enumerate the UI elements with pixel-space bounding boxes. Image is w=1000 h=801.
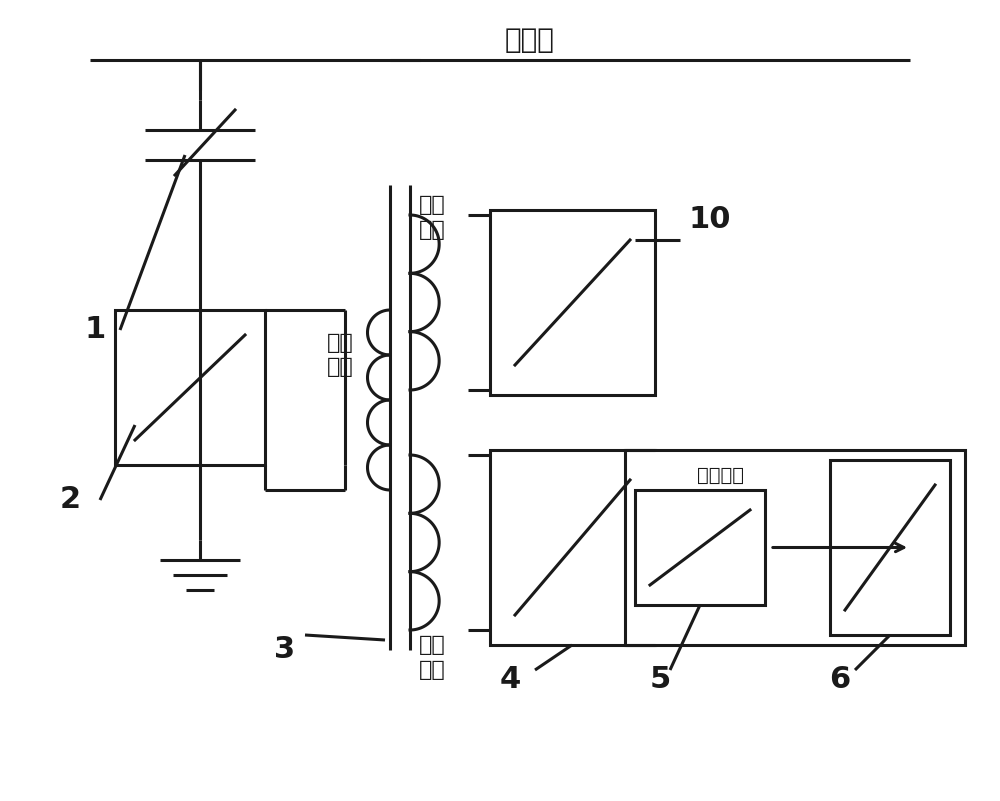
Bar [115,310,265,465]
Text: 2: 2 [59,485,81,514]
Bar [830,460,950,635]
Text: 第一
绕组: 第一 绕组 [327,332,353,377]
Text: 控制信号: 控制信号 [696,466,744,485]
Bar [490,450,655,645]
Text: 第三
绕组: 第三 绕组 [419,635,445,680]
Text: 3: 3 [274,635,296,665]
Text: 第二
绕组: 第二 绕组 [419,195,445,239]
Bar [635,490,765,605]
Text: 高压端: 高压端 [505,26,555,54]
Text: 10: 10 [689,206,731,235]
Text: 1: 1 [84,316,106,344]
Text: 5: 5 [649,666,671,694]
Text: 6: 6 [829,666,851,694]
Bar [625,450,965,645]
Text: 4: 4 [499,666,521,694]
Bar [490,210,655,395]
